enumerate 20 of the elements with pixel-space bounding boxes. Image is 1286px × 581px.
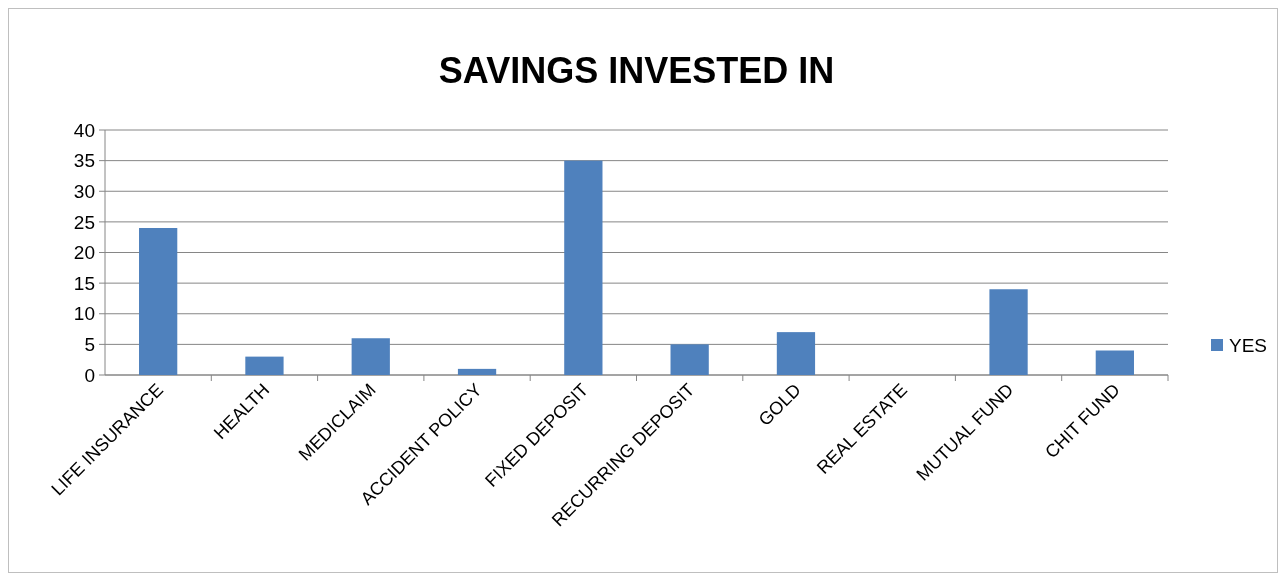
bar: [670, 344, 709, 375]
y-tick-label: 5: [84, 334, 95, 356]
y-tick-label: 20: [73, 242, 95, 264]
y-tick-label: 15: [73, 272, 95, 294]
y-tick-label: 25: [73, 211, 95, 233]
legend-label: YES: [1229, 334, 1268, 356]
y-tick-label: 0: [84, 364, 95, 386]
bar: [989, 289, 1028, 375]
bar: [776, 332, 816, 375]
y-tick-label: 30: [73, 180, 95, 202]
y-tick-label: 35: [73, 150, 95, 172]
bar: [351, 338, 390, 375]
bar: [139, 228, 178, 375]
y-tick-label: 10: [73, 303, 95, 325]
y-tick-label: 40: [73, 119, 95, 141]
bar: [564, 160, 603, 375]
chart-title: SAVINGS INVESTED IN: [438, 50, 835, 91]
bar: [1095, 350, 1134, 375]
bar: [457, 368, 497, 375]
bar: [245, 356, 284, 375]
